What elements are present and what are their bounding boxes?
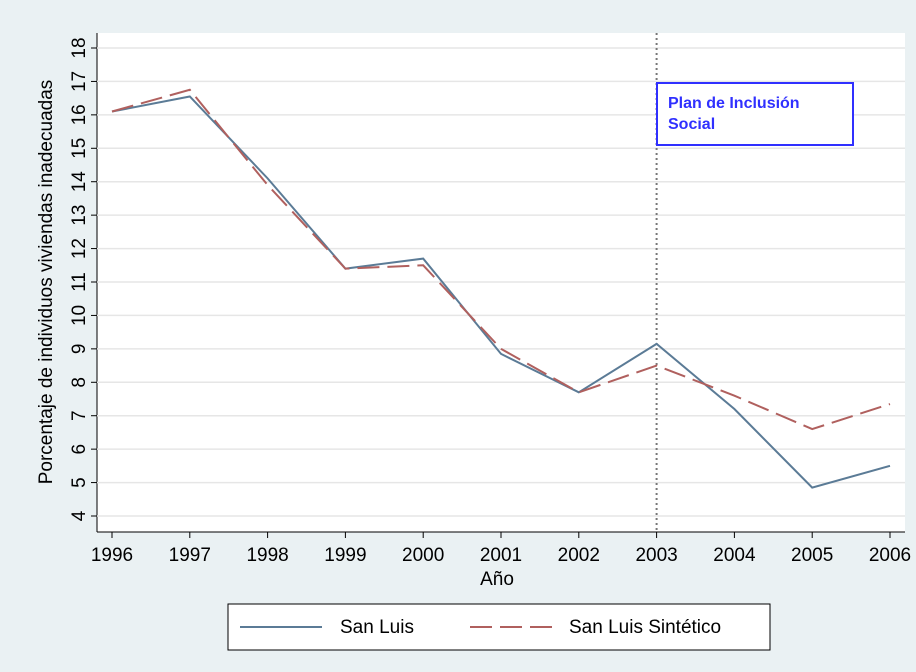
line [111, 88, 891, 431]
y-tick-label: 17 [69, 71, 90, 92]
annotation-text: Social [668, 116, 715, 133]
x-tick-label: 2001 [480, 545, 522, 566]
x-tick-label: 1999 [324, 545, 366, 566]
y-tick-label: 18 [69, 37, 90, 58]
y-tick-label: 8 [69, 377, 90, 388]
x-tick-label: 2005 [791, 545, 833, 566]
y-tick-label: 5 [69, 477, 90, 488]
y-tick-label: 16 [69, 104, 90, 125]
x-tick-label: 2004 [713, 545, 756, 566]
annotation-text: Plan de Inclusión [668, 95, 800, 112]
x-tick-label: 1997 [169, 545, 211, 566]
y-tick-label: 14 [69, 171, 90, 193]
x-tick-label: 2000 [402, 545, 444, 566]
annotation-box [656, 82, 854, 146]
y-tick-label: 15 [69, 138, 90, 159]
y-tick-label: 12 [69, 238, 90, 259]
y-tick-label: 13 [69, 205, 90, 226]
line [111, 95, 891, 489]
x-tick-label: 2003 [635, 545, 677, 566]
y-tick-label: 6 [69, 444, 90, 455]
y-tick-label: 9 [69, 344, 90, 355]
y-tick-label: 10 [69, 305, 90, 326]
legend-label: San Luis [340, 617, 414, 638]
y-tick-label: 7 [69, 410, 90, 421]
x-tick-label: 1996 [91, 545, 133, 566]
y-axis-label: Porcentaje de individuos viviendas inade… [36, 80, 57, 485]
x-tick-label: 2002 [558, 545, 600, 566]
x-axis-label: Año [480, 569, 514, 590]
legend-label: San Luis Sintético [569, 617, 721, 638]
y-tick-label: 11 [69, 272, 90, 292]
x-tick-label: 1998 [246, 545, 288, 566]
y-tick-label: 4 [69, 510, 90, 521]
x-tick-label: 2006 [869, 545, 911, 566]
